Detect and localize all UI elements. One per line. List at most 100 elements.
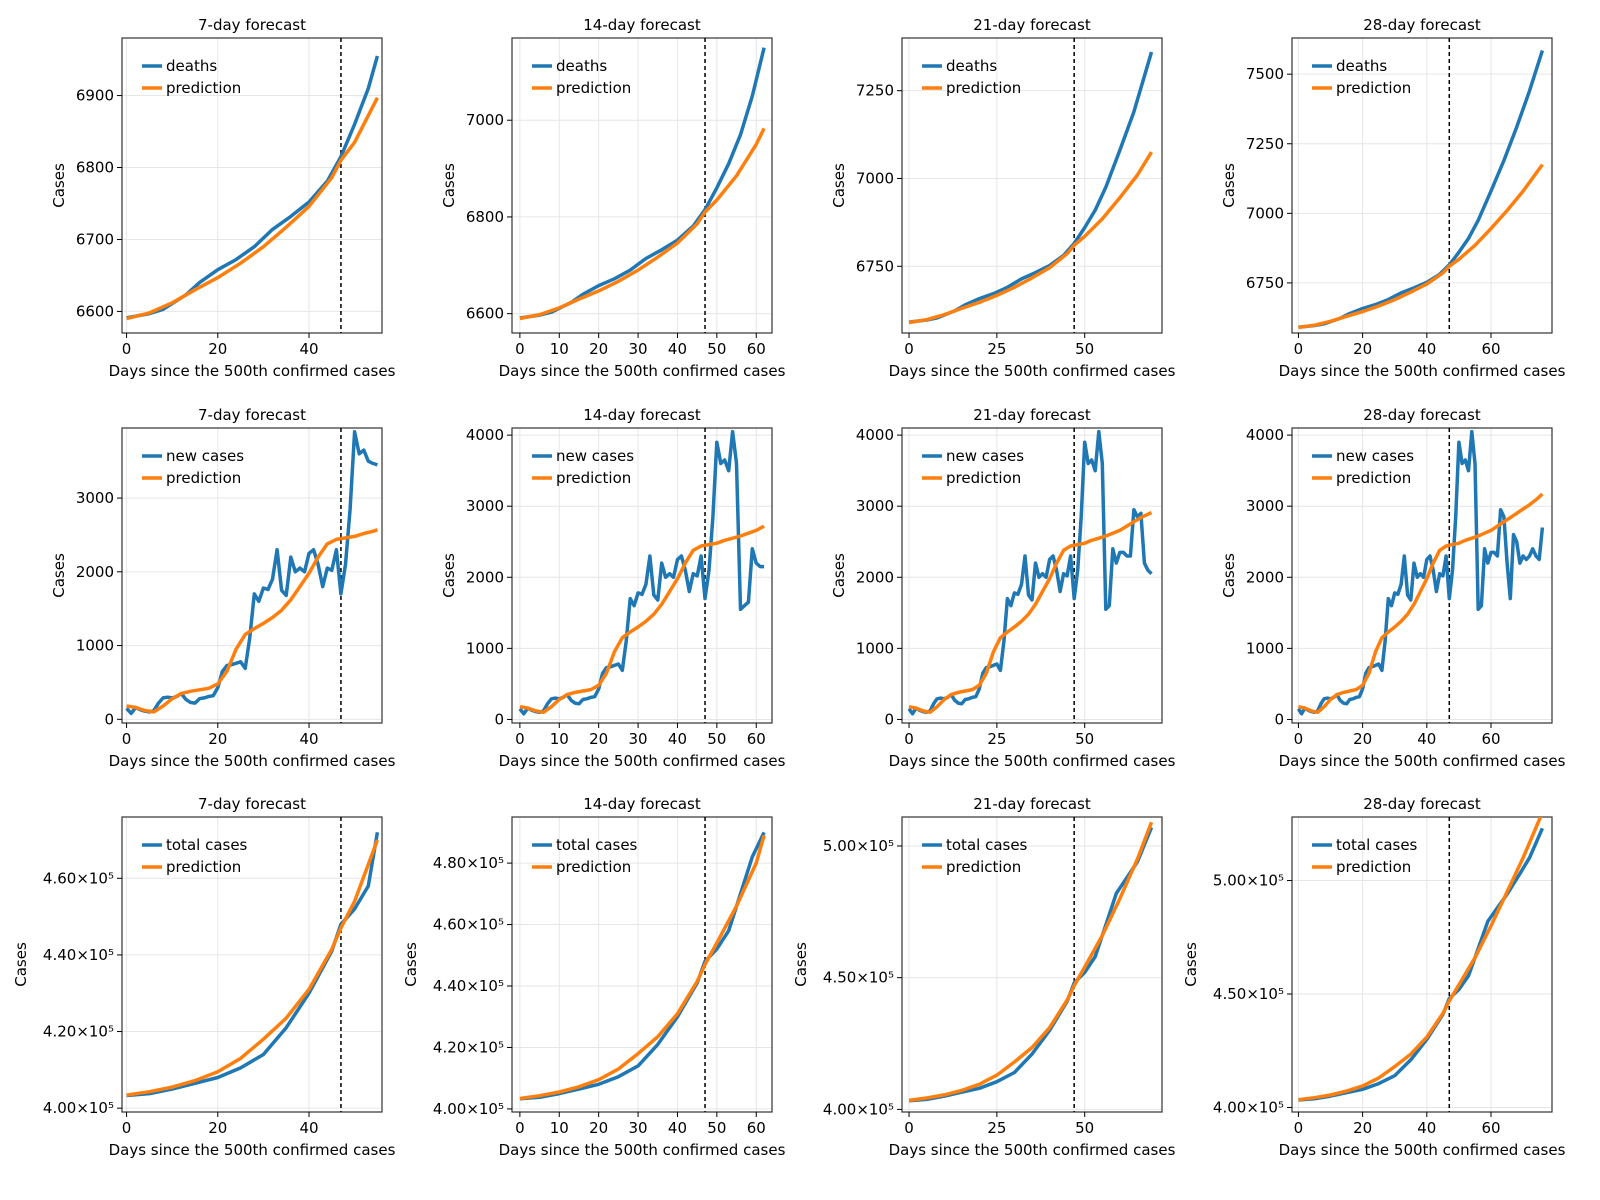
series-line-prediction [519, 524, 765, 715]
x-tick-label: 20 [1353, 730, 1372, 748]
x-axis-label: Days since the 500th confirmed cases [889, 362, 1176, 380]
y-axis-label: Cases [440, 553, 458, 598]
subplot-3-4: 0 20 40 60 4.00×10⁵ 4.50×10⁵ 5.00×10⁵ total cas… [1182, 795, 1566, 1159]
x-tick-label: 0 [515, 1119, 525, 1137]
y-tick-label: 7250 [1246, 135, 1284, 153]
plot-frame [901, 427, 1163, 724]
legend-label: prediction [1336, 858, 1411, 876]
y-tick-label: 4.20×10⁵ [43, 1023, 114, 1041]
y-tick-label: 6900 [76, 87, 114, 105]
x-tick-label: 0 [122, 730, 132, 748]
y-tick-label: 1000 [76, 637, 114, 655]
x-tick-label: 50 [707, 1119, 726, 1137]
y-axis-label: Cases [1220, 553, 1238, 598]
x-tick-label: 0 [904, 730, 914, 748]
x-tick-label: 40 [299, 1119, 318, 1137]
x-tick-label: 60 [1481, 730, 1500, 748]
x-tick-label: 25 [987, 340, 1006, 358]
x-tick-label: 10 [550, 1119, 569, 1137]
x-axis-label: Days since the 500th confirmed cases [1279, 1141, 1566, 1159]
y-axis-label: Cases [792, 942, 810, 987]
subplot-2-3: 0 25 50 0 1000 2000 3000 4000 new cases predictio… [830, 406, 1176, 770]
x-tick-label: 20 [208, 1119, 227, 1137]
y-tick-label: 2000 [856, 568, 894, 586]
legend-label: prediction [166, 469, 241, 487]
legend-label: new cases [946, 447, 1024, 465]
subplot-2-4: 0 20 40 60 0 1000 2000 3000 4000 new cases predict… [1220, 406, 1566, 770]
series-line-actual [1296, 429, 1545, 716]
y-tick-label: 3000 [1246, 497, 1284, 515]
y-tick-label: 3000 [76, 489, 114, 507]
y-tick-label: 4000 [856, 426, 894, 444]
x-tick-label: 40 [668, 1119, 687, 1137]
subplot-title: 7-day forecast [198, 795, 306, 813]
subplot-2-1: 0 20 40 0 1000 2000 3000 new cases prediction 7-d… [50, 406, 396, 770]
x-tick-label: 0 [515, 340, 525, 358]
x-tick-label: 30 [629, 340, 648, 358]
subplot-1-3: 0 25 50 6750 7000 7250 deaths prediction 21-day … [830, 16, 1176, 380]
y-tick-label: 5.00×10⁵ [823, 837, 894, 855]
legend-label: prediction [1336, 469, 1411, 487]
legend-label: deaths [1336, 57, 1387, 75]
legend-label: total cases [1336, 836, 1418, 854]
y-tick-label: 4.00×10⁵ [43, 1099, 114, 1117]
y-axis-label: Cases [50, 553, 68, 598]
series-line-actual [126, 832, 380, 1098]
x-tick-label: 0 [904, 340, 914, 358]
x-axis-label: Days since the 500th confirmed cases [889, 1141, 1176, 1159]
y-tick-label: 7000 [1246, 204, 1284, 222]
x-axis-label: Days since the 500th confirmed cases [499, 1141, 786, 1159]
y-tick-label: 6600 [466, 305, 504, 323]
x-axis-label: Days since the 500th confirmed cases [109, 752, 396, 770]
legend-label: new cases [1336, 447, 1414, 465]
y-axis-label: Cases [50, 163, 68, 208]
x-axis-label: Days since the 500th confirmed cases [109, 362, 396, 380]
series-line-prediction [1298, 817, 1543, 1102]
x-tick-label: 10 [550, 730, 569, 748]
plot-frame [1291, 37, 1553, 334]
x-axis-label: Days since the 500th confirmed cases [109, 1141, 396, 1159]
x-tick-label: 40 [299, 340, 318, 358]
subplot-1-2: 0 10 20 30 40 50 60 6600 6800 7000 deaths predictio… [440, 16, 786, 380]
subplot-title: 21-day forecast [973, 795, 1091, 813]
x-tick-label: 20 [1353, 1119, 1372, 1137]
x-tick-label: 10 [550, 340, 569, 358]
subplot-title: 21-day forecast [973, 406, 1091, 424]
x-tick-label: 20 [208, 730, 227, 748]
legend-label: prediction [946, 858, 1021, 876]
plot-frame [121, 37, 383, 334]
y-tick-label: 4.60×10⁵ [43, 869, 114, 887]
subplot-title: 14-day forecast [583, 795, 701, 813]
y-axis-label: Cases [830, 163, 848, 208]
y-tick-label: 4000 [466, 426, 504, 444]
legend-label: prediction [556, 858, 631, 876]
x-tick-label: 60 [1481, 340, 1500, 358]
legend-label: prediction [946, 79, 1021, 97]
x-tick-label: 25 [987, 730, 1006, 748]
y-tick-label: 7000 [466, 111, 504, 129]
y-axis-label: Cases [12, 942, 30, 987]
y-tick-label: 1000 [1246, 639, 1284, 657]
y-axis-label: Cases [440, 163, 458, 208]
legend-label: total cases [946, 836, 1028, 854]
plot-frame [511, 427, 773, 724]
y-tick-label: 2000 [76, 563, 114, 581]
subplot-3-2: 0 10 20 30 40 50 60 4.00×10⁵ 4.20×10⁵ 4.40×10⁵ 4.6… [402, 795, 786, 1159]
x-tick-label: 0 [1294, 730, 1304, 748]
y-tick-label: 3000 [856, 497, 894, 515]
x-tick-label: 60 [747, 340, 766, 358]
x-tick-label: 50 [1075, 730, 1094, 748]
series-line-prediction [126, 96, 379, 321]
y-axis-label: Cases [402, 942, 420, 987]
x-tick-label: 0 [904, 1119, 914, 1137]
y-tick-label: 2000 [1246, 568, 1284, 586]
y-tick-label: 4.50×10⁵ [1213, 985, 1284, 1003]
legend-label: total cases [166, 836, 248, 854]
x-tick-label: 40 [299, 730, 318, 748]
x-tick-label: 0 [122, 340, 132, 358]
x-tick-label: 40 [668, 730, 687, 748]
y-tick-label: 6700 [76, 230, 114, 248]
x-tick-label: 30 [629, 1119, 648, 1137]
subplot-1-4: 0 20 40 60 6750 7000 7250 7500 deaths prediction 2… [1220, 16, 1566, 380]
